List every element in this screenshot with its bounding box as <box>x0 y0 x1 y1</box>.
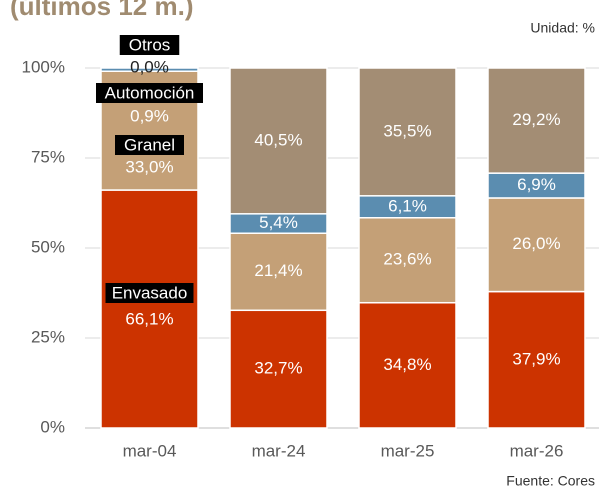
value-label: 0,0% <box>130 57 169 76</box>
x-tick-label: mar-04 <box>123 441 177 460</box>
bar-segment <box>358 217 457 304</box>
series-label: Envasado <box>112 283 188 302</box>
bar-segment <box>100 67 199 72</box>
value-label: 34,8% <box>383 355 431 374</box>
value-label: 6,9% <box>517 175 556 194</box>
value-label: 26,0% <box>512 234 560 253</box>
source-note: Fuente: Cores <box>506 473 595 489</box>
y-tick-label: 50% <box>31 237 65 256</box>
series-label: Otros <box>129 35 171 54</box>
y-tick-label: 100% <box>22 57 65 76</box>
value-label: 23,6% <box>383 250 431 269</box>
value-label: 32,7% <box>254 359 302 378</box>
series-label-box <box>115 135 184 155</box>
x-tick-label: mar-26 <box>510 441 564 460</box>
value-label: 29,2% <box>512 110 560 129</box>
series-label: Automoción <box>105 83 195 102</box>
value-label: 35,5% <box>383 121 431 140</box>
value-label: 33,0% <box>125 157 173 176</box>
value-label: 0,9% <box>130 106 169 125</box>
value-label: 40,5% <box>254 130 302 149</box>
value-label: 5,4% <box>259 213 298 232</box>
value-label: 37,9% <box>512 349 560 368</box>
series-label: Granel <box>124 135 175 154</box>
series-label-box <box>96 83 203 103</box>
value-label: 6,1% <box>388 196 427 215</box>
bar-segment <box>487 67 586 174</box>
chart-title: (últimos 12 m.) <box>10 0 193 21</box>
y-tick-label: 75% <box>31 147 65 166</box>
unit-note: Unidad: % <box>530 20 595 36</box>
x-tick-label: mar-25 <box>381 441 435 460</box>
series-label-box <box>105 283 194 303</box>
bar-segment <box>358 301 457 429</box>
bar-segment <box>487 197 586 293</box>
bar-segment <box>358 67 457 197</box>
y-tick-label: 0% <box>40 417 65 436</box>
x-tick-label: mar-24 <box>252 441 306 460</box>
y-tick-label: 25% <box>31 327 65 346</box>
bar-segment <box>100 189 199 429</box>
value-label: 66,1% <box>125 309 173 328</box>
bar-segment <box>487 290 586 429</box>
bar-segment <box>229 67 328 215</box>
series-label-box <box>119 35 180 55</box>
value-label: 21,4% <box>254 261 302 280</box>
bar-segment <box>487 172 586 199</box>
